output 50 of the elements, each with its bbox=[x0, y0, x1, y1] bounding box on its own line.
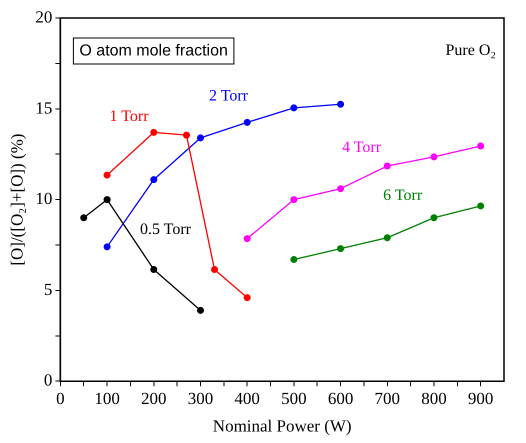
annotation: O atom mole fraction bbox=[79, 42, 228, 60]
point bbox=[430, 153, 438, 160]
y-tick-label: 0 bbox=[44, 370, 52, 390]
point bbox=[477, 202, 484, 210]
x-tick-label: 700 bbox=[374, 388, 400, 408]
y-tick-label: 15 bbox=[35, 98, 52, 118]
point bbox=[104, 196, 111, 204]
series-label: 6 Torr bbox=[383, 187, 423, 204]
series-label: 1 Torr bbox=[110, 108, 150, 126]
x-tick-label: 0 bbox=[56, 388, 65, 408]
point bbox=[150, 128, 158, 136]
point bbox=[244, 235, 251, 242]
point bbox=[210, 266, 218, 274]
point bbox=[104, 172, 111, 179]
point bbox=[150, 176, 158, 184]
y-tick-label: 10 bbox=[35, 189, 52, 208]
x-tick-label: 800 bbox=[421, 388, 447, 408]
point bbox=[384, 162, 391, 170]
point bbox=[104, 243, 111, 250]
point bbox=[290, 196, 298, 204]
x-tick-label: 900 bbox=[468, 388, 494, 408]
x-tick-label: 100 bbox=[94, 388, 120, 408]
series-label: 0.5 Torr bbox=[140, 220, 192, 238]
x-tick-label: 200 bbox=[141, 388, 167, 408]
x-axis-title: Nominal Power (W) bbox=[212, 416, 352, 436]
x-tick-label: 600 bbox=[328, 388, 354, 408]
point bbox=[80, 214, 88, 222]
point bbox=[150, 266, 158, 274]
point bbox=[196, 134, 204, 142]
point bbox=[477, 142, 484, 150]
point bbox=[244, 294, 251, 302]
x-tick-label: 300 bbox=[188, 388, 214, 408]
point bbox=[384, 234, 391, 242]
point bbox=[244, 118, 251, 126]
x-tick-label: 400 bbox=[234, 388, 260, 408]
y-axis-title: [O]/([O₂]+[O]) (%) bbox=[8, 134, 27, 266]
point bbox=[290, 256, 298, 264]
series-label: 2 Torr bbox=[208, 87, 249, 104]
point bbox=[337, 245, 344, 252]
point bbox=[430, 214, 438, 222]
point bbox=[290, 104, 298, 112]
y-tick-label: 20 bbox=[35, 7, 52, 26]
point bbox=[196, 306, 204, 314]
x-tick-label: 500 bbox=[281, 388, 307, 408]
annotation: Pure O₂ bbox=[446, 42, 496, 60]
point bbox=[337, 100, 344, 108]
point bbox=[337, 185, 344, 192]
y-tick-label: 5 bbox=[44, 280, 52, 299]
series-label: 4 Torr bbox=[342, 139, 382, 156]
point bbox=[182, 132, 190, 139]
